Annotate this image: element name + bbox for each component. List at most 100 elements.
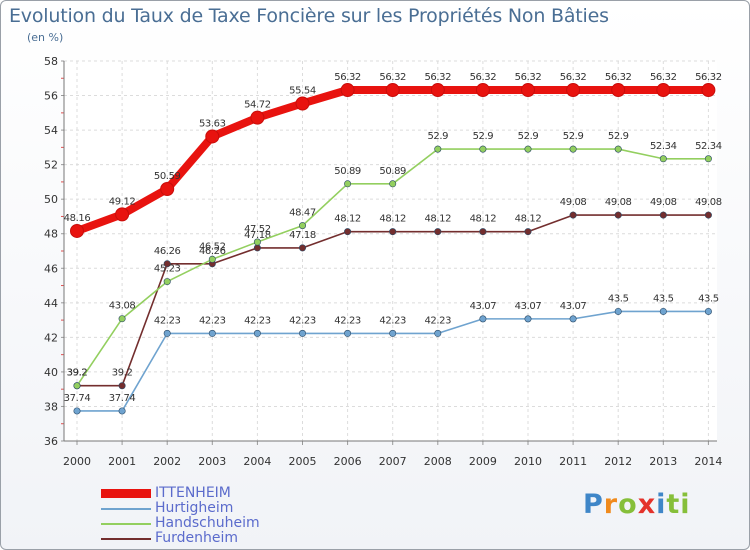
- data-label-furdenheim: 49.08: [605, 197, 632, 208]
- legend-item-handschuheim: Handschuheim: [101, 516, 260, 531]
- data-point-hurtigheim: [298, 329, 306, 337]
- y-tick-label: 44: [44, 297, 58, 310]
- data-point-hurtigheim: [389, 329, 397, 337]
- data-label-hurtigheim: 42.23: [289, 315, 316, 326]
- data-label-hurtigheim: 43.5: [698, 293, 719, 304]
- data-label-ittenheim: 48.16: [64, 213, 91, 224]
- data-point-handschuheim: [118, 315, 126, 323]
- data-label-hurtigheim: 37.74: [64, 393, 91, 404]
- legend-label: Furdenheim: [155, 530, 239, 546]
- data-label-furdenheim: 48.12: [470, 214, 497, 225]
- data-point-hurtigheim: [118, 407, 126, 415]
- data-point-furdenheim: [253, 244, 261, 252]
- data-point-handschuheim: [434, 145, 442, 153]
- data-point-ittenheim: [115, 207, 130, 222]
- x-tick-label: 2013: [649, 455, 677, 468]
- data-label-hurtigheim: 37.74: [109, 393, 136, 404]
- data-point-ittenheim: [295, 96, 310, 111]
- data-point-handschuheim: [73, 382, 81, 390]
- data-point-furdenheim: [659, 211, 667, 219]
- logo-letter: i: [680, 489, 691, 520]
- proxiti-logo: Proxiti: [583, 489, 691, 520]
- data-point-ittenheim: [385, 83, 400, 98]
- data-label-ittenheim: 56.32: [379, 72, 406, 83]
- data-point-furdenheim: [434, 228, 442, 236]
- data-point-hurtigheim: [479, 315, 487, 323]
- legend-item-hurtigheim: Hurtigheim: [101, 501, 260, 516]
- data-label-furdenheim: 49.08: [695, 197, 722, 208]
- data-label-furdenheim: 49.08: [560, 197, 587, 208]
- logo-letter: i: [656, 489, 667, 520]
- data-label-handschuheim: 52.9: [563, 131, 584, 142]
- data-point-ittenheim: [160, 181, 175, 196]
- data-label-hurtigheim: 42.23: [379, 315, 406, 326]
- data-label-hurtigheim: 43.07: [515, 301, 542, 312]
- chart-subtitle: (en %): [27, 31, 64, 44]
- data-point-handschuheim: [208, 255, 216, 263]
- data-label-ittenheim: 56.32: [650, 72, 677, 83]
- data-point-handschuheim: [298, 222, 306, 230]
- data-point-hurtigheim: [344, 329, 352, 337]
- data-label-handschuheim: 46.52: [199, 241, 226, 252]
- data-point-furdenheim: [298, 244, 306, 252]
- y-tick-label: 38: [44, 400, 58, 413]
- data-point-furdenheim: [344, 228, 352, 236]
- logo-letter: t: [666, 489, 681, 520]
- data-label-handschuheim: 43.08: [109, 301, 136, 312]
- data-point-handschuheim: [704, 155, 712, 163]
- data-label-handschuheim: 48.47: [289, 208, 316, 219]
- y-tick-label: 48: [44, 228, 58, 241]
- data-label-furdenheim: 48.12: [379, 214, 406, 225]
- data-label-ittenheim: 49.12: [109, 196, 136, 207]
- data-label-furdenheim: 47.18: [289, 230, 316, 241]
- x-tick-label: 2007: [379, 455, 407, 468]
- data-label-handschuheim: 52.34: [695, 141, 722, 152]
- y-tick-label: 42: [44, 331, 58, 344]
- data-point-furdenheim: [389, 228, 397, 236]
- x-tick-label: 2003: [198, 455, 226, 468]
- x-tick-label: 2010: [514, 455, 542, 468]
- data-point-ittenheim: [70, 223, 84, 238]
- data-point-handschuheim: [614, 145, 622, 153]
- data-point-hurtigheim: [73, 407, 81, 415]
- data-label-ittenheim: 56.32: [470, 72, 497, 83]
- y-tick-label: 46: [44, 262, 58, 275]
- data-label-hurtigheim: 42.23: [154, 315, 181, 326]
- data-point-furdenheim: [614, 211, 622, 219]
- logo-letter: P: [583, 489, 604, 520]
- data-label-ittenheim: 50.59: [154, 171, 181, 182]
- data-label-ittenheim: 54.72: [244, 100, 271, 111]
- data-label-handschuheim: 47.52: [244, 224, 271, 235]
- data-label-ittenheim: 53.63: [199, 118, 226, 129]
- x-tick-label: 2011: [559, 455, 587, 468]
- x-tick-label: 2009: [469, 455, 497, 468]
- legend: ITTENHEIM Hurtigheim Handschuheim Furdenhei…: [101, 486, 260, 546]
- data-point-ittenheim: [205, 129, 220, 144]
- x-tick-label: 2002: [153, 455, 181, 468]
- data-label-hurtigheim: 43.5: [653, 293, 674, 304]
- x-tick-label: 2000: [63, 455, 91, 468]
- data-point-handschuheim: [524, 145, 532, 153]
- logo-letter: o: [618, 489, 638, 520]
- data-label-hurtigheim: 42.23: [199, 315, 226, 326]
- data-label-handschuheim: 52.9: [608, 131, 629, 142]
- legend-swatch: [101, 489, 151, 498]
- data-point-ittenheim: [250, 110, 265, 125]
- data-label-ittenheim: 56.32: [515, 72, 542, 83]
- legend-swatch: [101, 522, 151, 525]
- data-label-handschuheim: 52.9: [518, 131, 539, 142]
- data-label-handschuheim: 45.23: [154, 264, 181, 275]
- data-point-handschuheim: [569, 145, 577, 153]
- data-point-furdenheim: [704, 211, 712, 219]
- data-label-handschuheim: 52.34: [650, 141, 677, 152]
- data-point-ittenheim: [521, 83, 535, 98]
- legend-label: Hurtigheim: [155, 500, 234, 516]
- data-point-furdenheim: [569, 211, 577, 219]
- data-point-hurtigheim: [163, 329, 171, 337]
- y-tick-label: 52: [44, 159, 58, 172]
- data-label-furdenheim: 46.26: [199, 246, 226, 257]
- legend-item-ittenheim: ITTENHEIM: [101, 486, 260, 501]
- data-label-furdenheim: 48.12: [424, 214, 451, 225]
- data-point-furdenheim: [163, 260, 171, 268]
